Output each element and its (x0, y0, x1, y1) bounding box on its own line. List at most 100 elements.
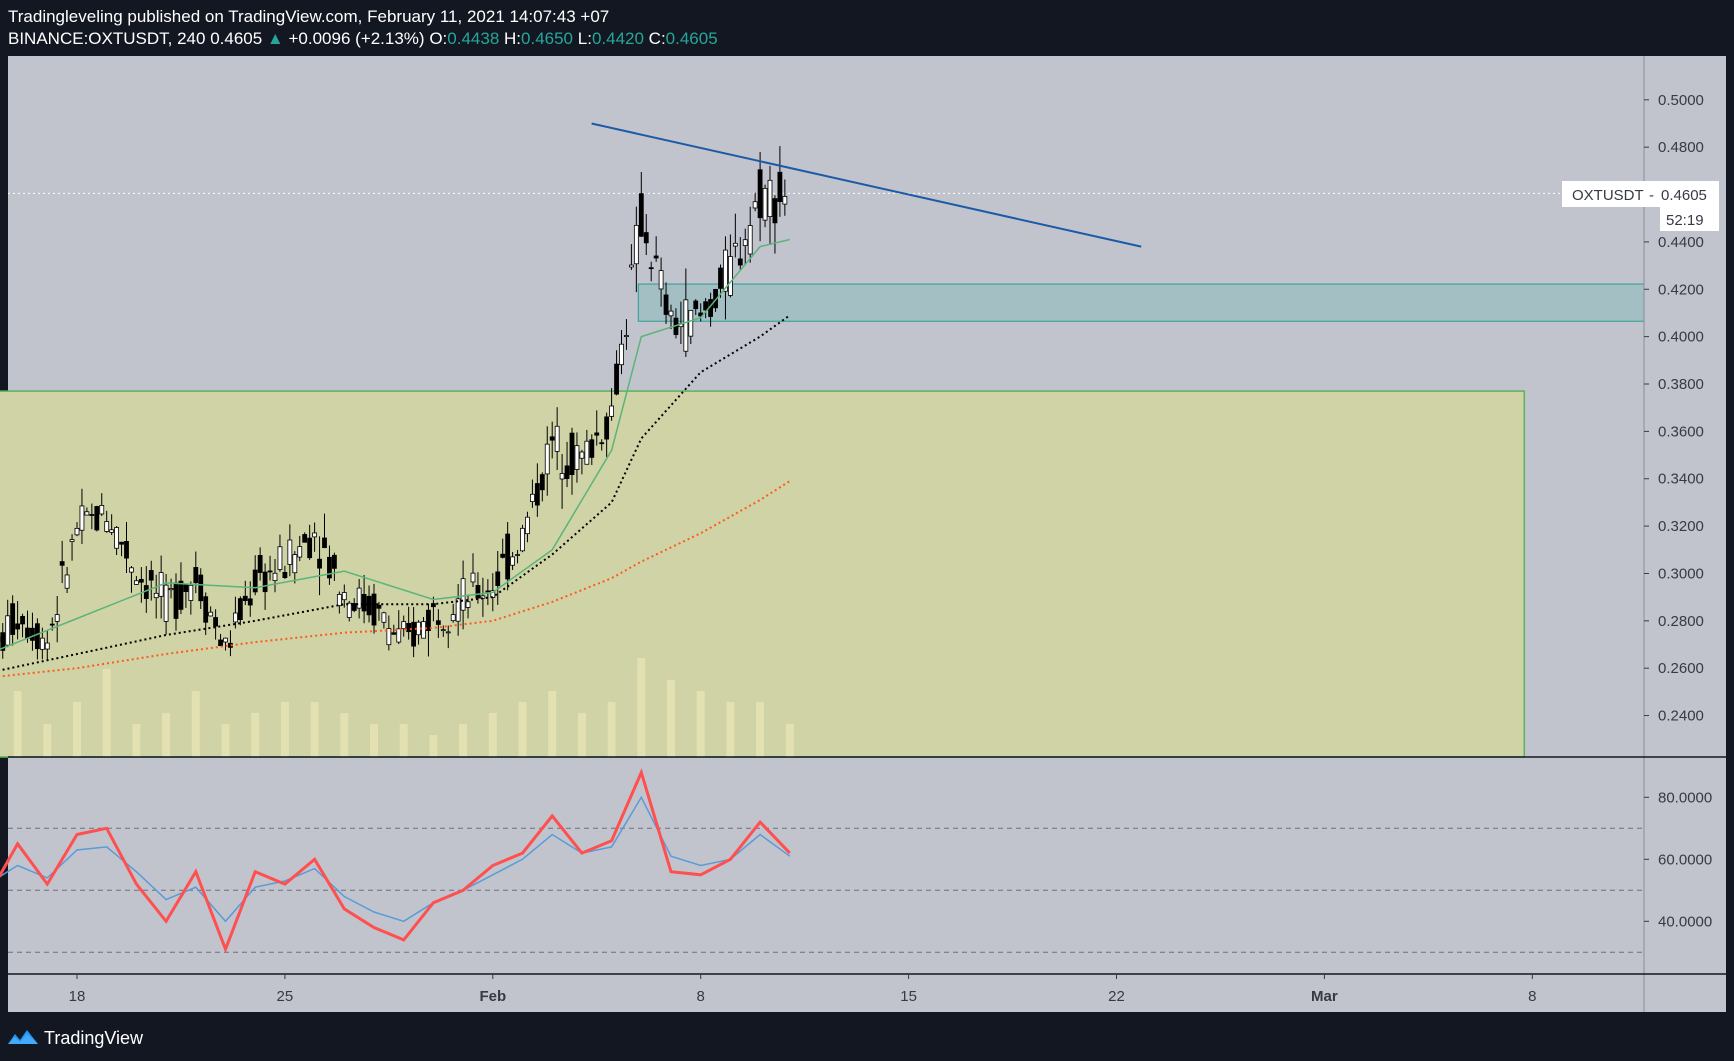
time-axis[interactable]: 18 25 Feb 8 15 22 Mar 8 (8, 973, 1726, 1005)
candle-body (782, 196, 788, 205)
low-label: L: (577, 29, 592, 48)
candle-body (450, 614, 456, 622)
candle-body (718, 267, 723, 289)
candle-body (223, 637, 228, 643)
support-zone-teal[interactable] (637, 283, 1645, 322)
volume-bar (696, 691, 705, 757)
volume-bar (340, 713, 349, 757)
moving-average-line[interactable] (0, 238, 790, 655)
candle-body (104, 521, 110, 532)
candle-body (421, 621, 426, 639)
candle-body (619, 343, 624, 366)
time-tick-label: 18 (69, 988, 86, 1005)
volume-bar (13, 691, 22, 757)
candle-body (643, 232, 649, 244)
candle-body (277, 546, 283, 570)
volume-bar (73, 702, 81, 757)
candle-body (777, 171, 783, 202)
candle-body (500, 553, 506, 558)
candle-body (203, 596, 209, 623)
volume-bar (637, 658, 646, 757)
candle-body (124, 541, 129, 559)
candle-body (69, 539, 75, 542)
candle-body (267, 570, 273, 573)
candle-body (94, 506, 100, 531)
candle-body (534, 483, 540, 506)
volume-bar (726, 702, 735, 757)
candle-body (39, 637, 45, 650)
candle-body (411, 621, 417, 647)
volume-bar (280, 702, 289, 757)
candle-body (465, 601, 471, 608)
volume-bar (43, 724, 52, 757)
candle-body (213, 617, 219, 627)
candle-body (772, 198, 778, 224)
candle-body (569, 432, 575, 476)
price-pane[interactable]: 0.50000.48000.46000.44000.42000.40000.38… (0, 56, 1726, 1012)
last-price-label: OXTUSDT - 0.4605 52:19 (1562, 181, 1719, 231)
candle-body (20, 616, 25, 625)
candle-body (35, 623, 40, 650)
candle-body (574, 445, 580, 470)
time-tick-label: 8 (1528, 988, 1536, 1005)
candle-body (322, 537, 327, 549)
candle-body (460, 578, 466, 611)
candle-body (74, 527, 80, 536)
candle-body (356, 587, 362, 609)
candle-body (282, 571, 288, 578)
candle-body (351, 603, 357, 611)
candle-body (703, 301, 709, 311)
candle-body (693, 300, 699, 310)
candle-body (163, 584, 169, 622)
volume-bar (251, 713, 260, 757)
candle-body (272, 572, 278, 581)
candle-body (54, 614, 60, 622)
price-tick-label: 0.5000 (1658, 92, 1704, 109)
candle-body (188, 584, 194, 601)
candle-body (515, 554, 520, 556)
time-tick-label: 8 (697, 988, 705, 1005)
candle-body (64, 574, 70, 589)
candle-body (539, 474, 545, 491)
price-tick-label: 0.2800 (1658, 613, 1704, 630)
moving-average-line[interactable] (0, 314, 791, 673)
tradingview-logo-icon[interactable] (8, 1029, 38, 1047)
price-label-symbol: OXTUSDT (1572, 187, 1644, 204)
candle-body (366, 595, 372, 616)
candle-body (757, 169, 763, 219)
candle-body (307, 537, 313, 559)
candle-body (728, 256, 733, 296)
high-value: 0.4650 (521, 29, 574, 48)
price-tick-label: 0.3800 (1658, 376, 1704, 393)
candle-body (237, 598, 243, 621)
symbol-name[interactable]: BINANCE:OXTUSDT, 240 (8, 29, 206, 48)
open-value: 0.4438 (447, 29, 500, 48)
candle-body (688, 309, 694, 337)
volume-bar (488, 713, 497, 757)
volume-bar (310, 702, 319, 757)
footer-brand[interactable]: TradingView (44, 1027, 144, 1048)
rsi-pane[interactable]: 80.0000 60.0000 40.0000 (0, 756, 1726, 954)
rsi-line[interactable] (0, 768, 791, 954)
volume-bar (370, 724, 378, 757)
price-tick-label: 0.4000 (1658, 329, 1704, 346)
candle-body (153, 592, 159, 599)
candle-body (426, 609, 431, 632)
candle-body (624, 335, 629, 338)
candle-body (381, 612, 387, 623)
price-axis-bg (1644, 56, 1726, 757)
price-tick-label: 0.4200 (1658, 281, 1704, 298)
candle-body (302, 534, 308, 543)
candle-body (549, 436, 555, 441)
candle-body (520, 527, 525, 552)
candle-body (109, 529, 115, 533)
candle-body (30, 627, 35, 641)
countdown-text: 52:19 (1666, 212, 1704, 229)
rsi-tick-label: 60.0000 (1658, 851, 1712, 868)
candle-body (346, 602, 352, 618)
low-value: 0.4420 (591, 29, 644, 48)
resistance-trendline[interactable] (591, 122, 1142, 248)
candle-body (609, 405, 614, 417)
candle-body (510, 556, 516, 566)
